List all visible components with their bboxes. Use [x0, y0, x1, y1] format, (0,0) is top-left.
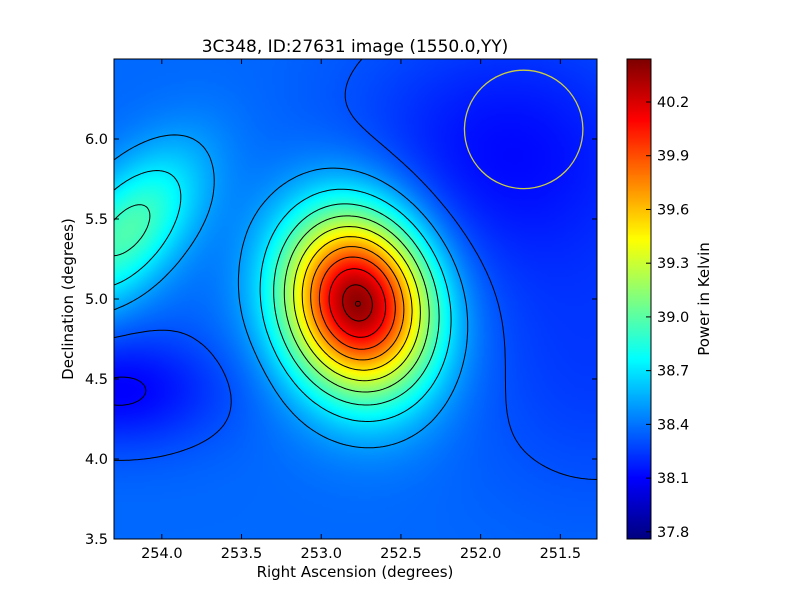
beam-circle: [463, 69, 584, 190]
y-tick-label: 4.0: [85, 452, 108, 468]
x-axis-label: Right Ascension (degrees): [257, 563, 454, 581]
colorbar-tick-label: 38.1: [657, 471, 689, 487]
colorbar-label: Power in Kelvin: [695, 242, 713, 356]
contour-lines: [114, 59, 597, 480]
y-axis-label: Declination (degrees): [59, 218, 77, 380]
colorbar-tick-label: 39.9: [657, 149, 689, 165]
colorbar: 37.8 38.1 38.4 38.7 39.0 39.3 39.6 39.9 40.2 Pow…: [626, 58, 713, 541]
colorbar-tick-label: 40.2: [657, 95, 689, 111]
x-tick-label: 252.0: [460, 546, 502, 562]
colorbar-gradient: [627, 59, 651, 539]
heatmap-image: [114, 59, 597, 539]
colorbar-tick-label: 38.4: [657, 417, 689, 433]
plot-frame: [113, 58, 598, 540]
x-tick-label: 253.0: [300, 546, 342, 562]
y-tick-label: 5.5: [85, 212, 108, 228]
colorbar-tick-label: 38.7: [657, 364, 689, 380]
y-tick-label: 6.0: [85, 132, 108, 148]
colorbar-frame: [626, 58, 652, 540]
colorbar-ticks: 37.8 38.1 38.4 38.7 39.0 39.3 39.6 39.9 40.2: [646, 95, 689, 541]
y-axis-ticks: 3.5 4.0 4.5 5.0 5.5 6.0: [85, 132, 597, 548]
chart-title: 3C348, ID:27631 image (1550.0,YY): [202, 37, 509, 57]
y-tick-label: 5.0: [85, 292, 108, 308]
x-axis-ticks: 254.0 253.5 253.0 252.5 252.0 251.5: [141, 59, 581, 562]
y-tick-label: 3.5: [85, 532, 108, 548]
x-tick-label: 254.0: [141, 546, 183, 562]
colorbar-tick-label: 39.0: [657, 310, 689, 326]
x-tick-label: 252.5: [380, 546, 422, 562]
x-tick-label: 251.5: [540, 546, 582, 562]
y-tick-label: 4.5: [85, 372, 108, 388]
colorbar-tick-label: 39.3: [657, 256, 689, 272]
colorbar-tick-label: 37.8: [657, 525, 689, 541]
plot-area: 254.0 253.5 253.0 252.5 252.0 251.5 3.5 4.0 4.5…: [85, 58, 598, 562]
colorbar-tick-label: 39.6: [657, 202, 689, 218]
contour-path: [114, 59, 597, 480]
source-marker: [354, 300, 361, 307]
x-tick-label: 253.5: [221, 546, 263, 562]
